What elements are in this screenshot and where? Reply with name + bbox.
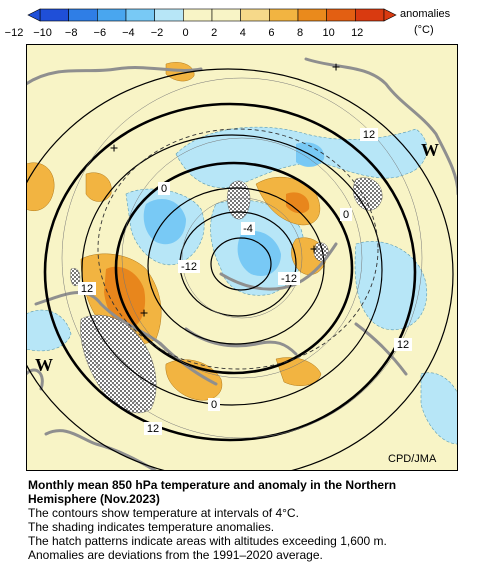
contour-label: -12 bbox=[178, 260, 200, 273]
svg-text:12: 12 bbox=[147, 423, 159, 435]
contour-label: 0 bbox=[208, 398, 220, 411]
colorbar-tick-label: −4 bbox=[122, 27, 135, 39]
colorbar-left-arrow bbox=[27, 8, 41, 22]
warm-center-marker: + bbox=[310, 242, 319, 258]
colorbar-swatch bbox=[211, 8, 241, 22]
warm-center-marker: + bbox=[140, 306, 149, 322]
colorbar-tick-label: −8 bbox=[65, 27, 78, 39]
caption-baseline-note: Anomalies are deviations from the 1991–2… bbox=[28, 548, 323, 562]
colorbar-tick-label: −2 bbox=[151, 27, 164, 39]
colorbar-tick-label: −12 bbox=[5, 27, 24, 39]
contour-label: 0 bbox=[340, 208, 352, 221]
colorbar-swatch bbox=[269, 8, 299, 22]
contour-label: 12 bbox=[78, 282, 96, 295]
svg-text:12: 12 bbox=[363, 129, 375, 141]
west-direction-marker: W bbox=[35, 355, 53, 375]
anomaly-zero-dashes bbox=[97, 128, 379, 370]
colorbar-tick-label: −10 bbox=[33, 27, 52, 39]
colorbar-swatch bbox=[97, 8, 127, 22]
colorbar-swatch bbox=[183, 8, 213, 22]
colorbar-unit: (°C) bbox=[414, 24, 434, 36]
latitude-circles bbox=[61, 77, 423, 439]
svg-text:0: 0 bbox=[161, 183, 167, 195]
contour-label: 12 bbox=[394, 338, 412, 351]
colorbar-tick-label: 12 bbox=[351, 27, 363, 39]
zero-contour bbox=[43, 102, 417, 442]
colorbar-swatch bbox=[297, 8, 327, 22]
colorbar-swatch bbox=[326, 8, 356, 22]
colorbar-label: anomalies bbox=[400, 8, 451, 20]
west-direction-marker: W bbox=[421, 140, 439, 160]
colorbar-tick-label: 8 bbox=[297, 27, 303, 39]
colorbar-swatch bbox=[125, 8, 155, 22]
svg-text:0: 0 bbox=[211, 399, 217, 411]
contour-label: 0 bbox=[158, 182, 170, 195]
map-caption: Monthly mean 850 hPa temperature and ano… bbox=[28, 478, 468, 562]
colorbar-tick-label: 6 bbox=[268, 27, 274, 39]
svg-text:-4: -4 bbox=[243, 223, 253, 235]
warm-center-marker: + bbox=[110, 141, 119, 157]
colorbar-swatch bbox=[39, 8, 69, 22]
svg-text:-12: -12 bbox=[281, 273, 297, 285]
anomaly-colorbar: −12 −10 −8 −6 −4 −2 0 2 4 6 8 10 12 anomalies (°C) bbox=[5, 8, 451, 39]
contour-label: 12 bbox=[360, 128, 378, 141]
warm-center-marker: + bbox=[332, 60, 341, 76]
caption-shading-note: The shading indicates temperature anomal… bbox=[28, 520, 275, 534]
svg-text:12: 12 bbox=[397, 339, 409, 351]
svg-text:0: 0 bbox=[343, 209, 349, 221]
svg-text:-12: -12 bbox=[181, 261, 197, 273]
contour-label: -4 bbox=[241, 222, 255, 235]
caption-title-line-1: Monthly mean 850 hPa temperature and ano… bbox=[28, 478, 397, 492]
colorbar-tick-label: 2 bbox=[211, 27, 217, 39]
caption-title-line-2: Hemisphere (Nov.2023) bbox=[28, 492, 160, 506]
colorbar-tick-label: 0 bbox=[183, 27, 189, 39]
contour-label: 12 bbox=[144, 422, 162, 435]
map-credit: CPD/JMA bbox=[388, 453, 437, 465]
continent-outlines bbox=[26, 57, 458, 471]
colorbar-tick-label: 10 bbox=[322, 27, 334, 39]
strong-cold-anomaly bbox=[143, 142, 325, 276]
colorbar-swatch bbox=[355, 8, 385, 22]
hot-anomaly-area bbox=[104, 192, 310, 329]
contour-label: -12 bbox=[278, 272, 300, 285]
map-frame bbox=[26, 44, 458, 471]
colorbar-tick-label: −6 bbox=[94, 27, 107, 39]
colorbar-swatch bbox=[68, 8, 98, 22]
caption-contour-note: The contours show temperature at interva… bbox=[28, 506, 299, 520]
svg-text:12: 12 bbox=[81, 283, 93, 295]
caption-hatch-note: The hatch patterns indicate areas with a… bbox=[28, 534, 387, 548]
colorbar-swatch bbox=[154, 8, 184, 22]
colorbar-swatch bbox=[240, 8, 270, 22]
polar-map: 12 0 -4 -12 -12 0 12 12 0 12 + + + + W W… bbox=[26, 44, 458, 471]
colorbar-right-arrow bbox=[383, 8, 397, 22]
colorbar-tick-label: 4 bbox=[240, 27, 246, 39]
